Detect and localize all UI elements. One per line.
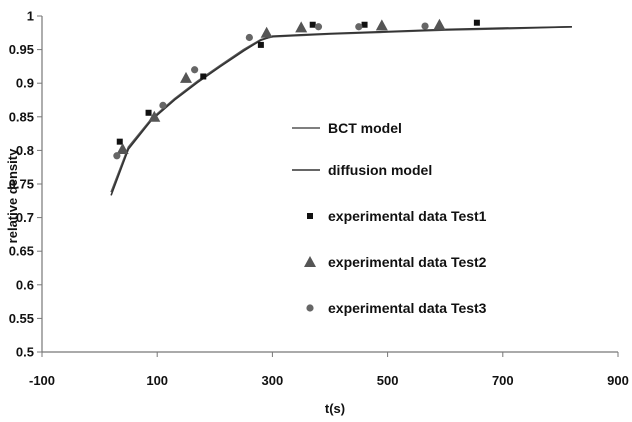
data-point-series-2	[116, 138, 123, 145]
legend-swatch-4	[306, 304, 314, 312]
data-point-series-3	[148, 110, 161, 122]
axes: 0.5 0.55 0.6 0.65 0.7 0.75 0.8 0.85 0.9 0.95 1 -100…	[9, 9, 629, 389]
y-tick-label: 0.55	[9, 311, 34, 326]
y-tick-label: 0.85	[9, 109, 34, 124]
data-point-series-3	[375, 19, 388, 31]
legend-label-0: BCT model	[328, 120, 402, 136]
y-tick-label: 0.5	[16, 345, 34, 360]
y-axis-title: relative density	[5, 148, 20, 243]
data-point-series-2	[361, 21, 368, 28]
data-point-series-3	[433, 18, 446, 30]
data-point-series-3	[180, 71, 192, 83]
series-line-1	[110, 26, 572, 196]
data-point-series-3	[295, 21, 308, 33]
series-points	[113, 18, 480, 160]
y-tick-label: 0.95	[9, 42, 34, 57]
data-point-series-4	[191, 66, 199, 74]
data-point-series-2	[200, 73, 207, 80]
legend-label-2: experimental data Test1	[328, 208, 487, 224]
legend-label-1: diffusion model	[328, 162, 432, 178]
series-lines	[110, 26, 572, 196]
data-point-series-4	[159, 101, 167, 109]
data-point-series-3	[260, 26, 273, 38]
x-tick-label: 500	[377, 373, 399, 388]
data-point-series-2	[309, 21, 316, 28]
y-tick-label: 0.7	[16, 210, 34, 225]
legend-swatch-2	[307, 213, 313, 219]
data-point-series-4	[314, 23, 323, 31]
data-point-series-2	[257, 41, 264, 48]
x-tick-label: 100	[146, 373, 168, 388]
x-tick-label: 300	[262, 373, 284, 388]
y-tick-label: 0.9	[16, 76, 34, 91]
legend-label-4: experimental data Test3	[328, 300, 487, 316]
data-point-series-4	[421, 22, 429, 30]
y-tick-label: 0.75	[9, 177, 34, 192]
x-tick-label: 900	[607, 373, 629, 388]
legend: BCT model diffusion model experimental dat…	[292, 120, 487, 316]
x-axis-title: t(s)	[325, 401, 345, 416]
data-point-series-3	[116, 143, 129, 155]
legend-swatch-3	[304, 256, 316, 267]
data-point-series-2	[473, 19, 480, 26]
legend-label-3: experimental data Test2	[328, 254, 487, 270]
data-point-series-4	[113, 152, 121, 160]
y-tick-label: 0.6	[16, 277, 34, 292]
x-tick-label: -100	[29, 373, 55, 388]
y-tick-label: 1	[27, 9, 34, 24]
y-tick-label: 0.65	[9, 244, 34, 259]
data-point-series-4	[355, 23, 363, 31]
x-tick-label: 700	[492, 373, 514, 388]
data-point-series-4	[245, 33, 253, 42]
data-point-series-2	[145, 109, 152, 116]
y-tick-label: 0.8	[16, 143, 34, 158]
